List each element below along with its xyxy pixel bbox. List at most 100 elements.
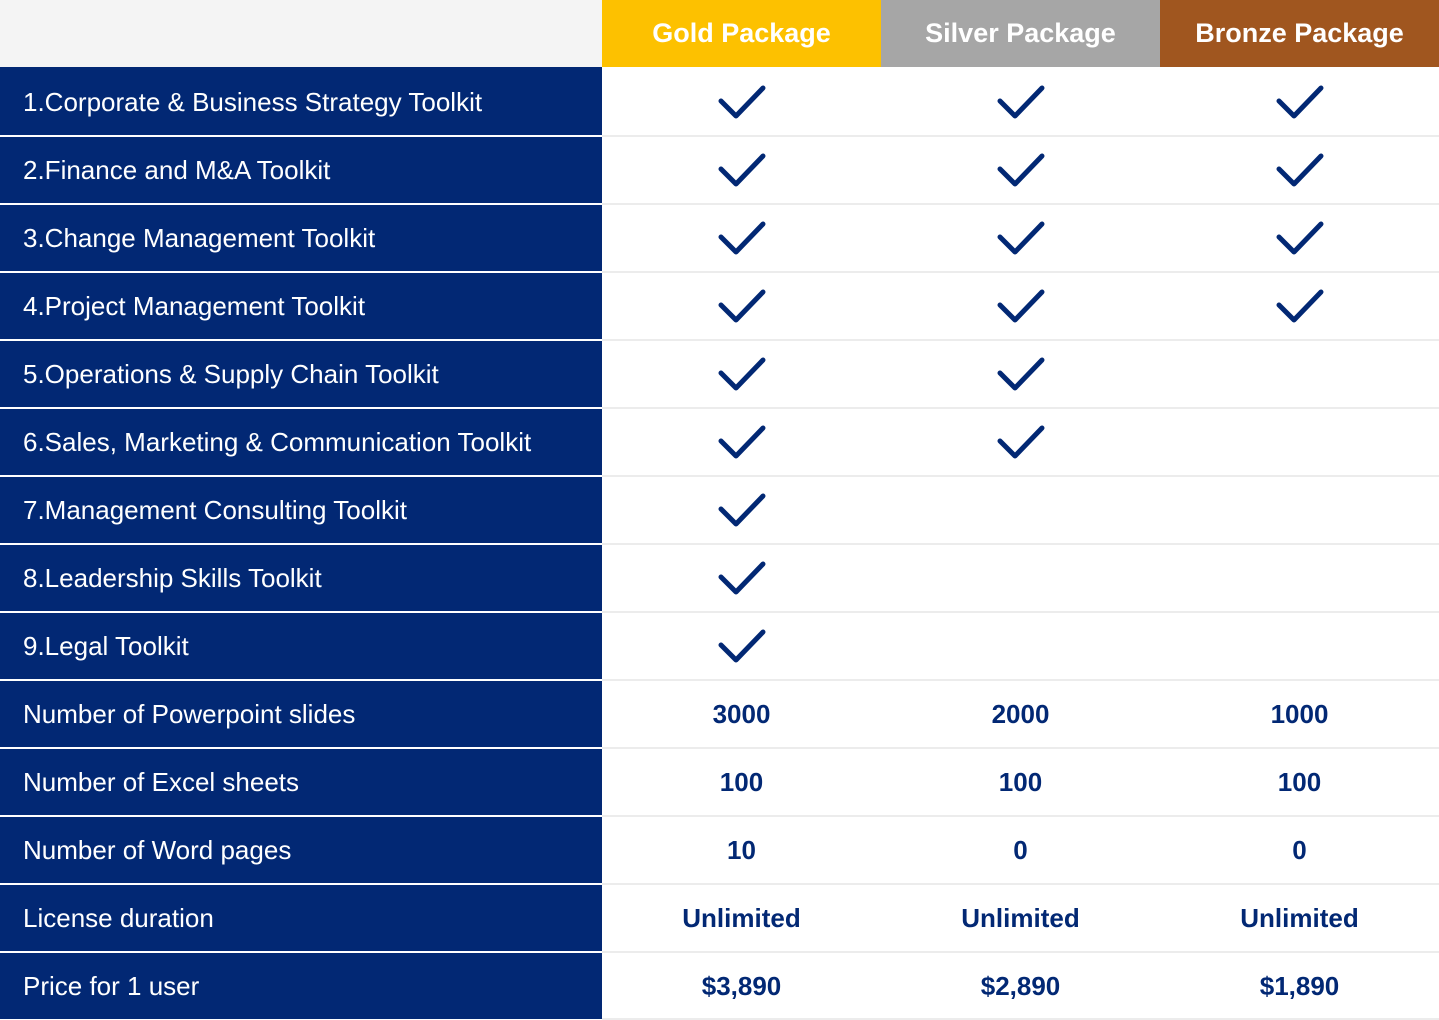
header-corner: [0, 0, 602, 67]
checkmark-icon: [1276, 221, 1323, 255]
silver-value-cell: [881, 271, 1160, 339]
bronze-value-cell: [1160, 339, 1439, 407]
cell-value: Unlimited: [1240, 902, 1359, 933]
silver-value-cell: [881, 543, 1160, 611]
row-label: Price for 1 user: [0, 951, 602, 1019]
gold-value-cell: [602, 407, 881, 475]
silver-value-cell: [881, 203, 1160, 271]
checkmark-icon: [718, 357, 765, 391]
row-label: 2.Finance and M&A Toolkit: [0, 135, 602, 203]
cell-value: $1,890: [1259, 970, 1340, 1001]
row-label: Number of Powerpoint slides: [0, 679, 602, 747]
cell-value: 2000: [991, 698, 1050, 729]
table-row: Number of Word pages 10 0 0: [0, 815, 1439, 883]
table-bottom-border: [602, 1018, 1439, 1020]
gold-value-cell: [602, 135, 881, 203]
silver-value-cell: 2000: [881, 679, 1160, 747]
bronze-value-cell: [1160, 67, 1439, 135]
bronze-value-cell: [1160, 135, 1439, 203]
row-label: 4.Project Management Toolkit: [0, 271, 602, 339]
gold-value-cell: [602, 203, 881, 271]
table-row: 5.Operations & Supply Chain Toolkit: [0, 339, 1439, 407]
silver-value-cell: [881, 339, 1160, 407]
bronze-value-cell: $1,890: [1160, 951, 1439, 1019]
row-label: 9.Legal Toolkit: [0, 611, 602, 679]
row-label: 8.Leadership Skills Toolkit: [0, 543, 602, 611]
checkmark-icon: [997, 153, 1044, 187]
cell-value: Unlimited: [682, 902, 801, 933]
table-row: 4.Project Management Toolkit: [0, 271, 1439, 339]
row-label: Number of Word pages: [0, 815, 602, 883]
table-row: License duration Unlimited Unlimited Unlimi…: [0, 883, 1439, 951]
cell-value: $3,890: [701, 970, 782, 1001]
cell-value: 100: [1277, 766, 1322, 797]
gold-package-header: Gold Package: [602, 0, 881, 67]
checkmark-icon: [1276, 153, 1323, 187]
silver-value-cell: [881, 475, 1160, 543]
checkmark-icon: [718, 221, 765, 255]
table-row: Number of Excel sheets 100 100 100: [0, 747, 1439, 815]
gold-value-cell: [602, 271, 881, 339]
cell-value: 100: [998, 766, 1043, 797]
silver-value-cell: [881, 67, 1160, 135]
gold-value-cell: Unlimited: [602, 883, 881, 951]
checkmark-icon: [1276, 289, 1323, 323]
gold-value-cell: [602, 67, 881, 135]
row-label: 5.Operations & Supply Chain Toolkit: [0, 339, 602, 407]
checkmark-icon: [997, 289, 1044, 323]
gold-value-cell: 3000: [602, 679, 881, 747]
cell-value: Unlimited: [961, 902, 1080, 933]
table-row: Price for 1 user $3,890 $2,890 $1,890: [0, 951, 1439, 1019]
checkmark-icon: [997, 85, 1044, 119]
bronze-value-cell: [1160, 475, 1439, 543]
gold-value-cell: 10: [602, 815, 881, 883]
checkmark-icon: [997, 357, 1044, 391]
bronze-value-cell: 1000: [1160, 679, 1439, 747]
checkmark-icon: [718, 289, 765, 323]
checkmark-icon: [718, 85, 765, 119]
checkmark-icon: [997, 221, 1044, 255]
checkmark-icon: [718, 425, 765, 459]
checkmark-icon: [718, 493, 765, 527]
checkmark-icon: [718, 561, 765, 595]
table-row: Number of Powerpoint slides 3000 2000 1000: [0, 679, 1439, 747]
table-row: 8.Leadership Skills Toolkit: [0, 543, 1439, 611]
silver-value-cell: [881, 407, 1160, 475]
row-label: 1.Corporate & Business Strategy Toolkit: [0, 67, 602, 135]
silver-value-cell: [881, 611, 1160, 679]
gold-value-cell: 100: [602, 747, 881, 815]
table-row: 9.Legal Toolkit: [0, 611, 1439, 679]
bronze-value-cell: 100: [1160, 747, 1439, 815]
bronze-value-cell: [1160, 407, 1439, 475]
table-row: 3.Change Management Toolkit: [0, 203, 1439, 271]
cell-value: 10: [727, 834, 756, 865]
cell-value: $2,890: [980, 970, 1061, 1001]
silver-value-cell: 0: [881, 815, 1160, 883]
gold-value-cell: $3,890: [602, 951, 881, 1019]
table-row: 6.Sales, Marketing & Communication Toolk…: [0, 407, 1439, 475]
row-label: License duration: [0, 883, 602, 951]
checkmark-icon: [1276, 85, 1323, 119]
checkmark-icon: [718, 629, 765, 663]
cell-value: 0: [1292, 834, 1307, 865]
row-label: 6.Sales, Marketing & Communication Toolk…: [0, 407, 602, 475]
bronze-value-cell: [1160, 611, 1439, 679]
cell-value: 100: [719, 766, 764, 797]
silver-value-cell: $2,890: [881, 951, 1160, 1019]
silver-value-cell: Unlimited: [881, 883, 1160, 951]
cell-value: 0: [1013, 834, 1028, 865]
bronze-value-cell: [1160, 271, 1439, 339]
gold-value-cell: [602, 543, 881, 611]
cell-value: 3000: [712, 698, 771, 729]
bronze-value-cell: 0: [1160, 815, 1439, 883]
row-label: 3.Change Management Toolkit: [0, 203, 602, 271]
gold-value-cell: [602, 475, 881, 543]
bronze-value-cell: [1160, 543, 1439, 611]
silver-value-cell: 100: [881, 747, 1160, 815]
bronze-value-cell: [1160, 203, 1439, 271]
table-body: 1.Corporate & Business Strategy Toolkit 2…: [0, 67, 1439, 1019]
checkmark-icon: [718, 153, 765, 187]
checkmark-icon: [997, 425, 1044, 459]
gold-value-cell: [602, 339, 881, 407]
